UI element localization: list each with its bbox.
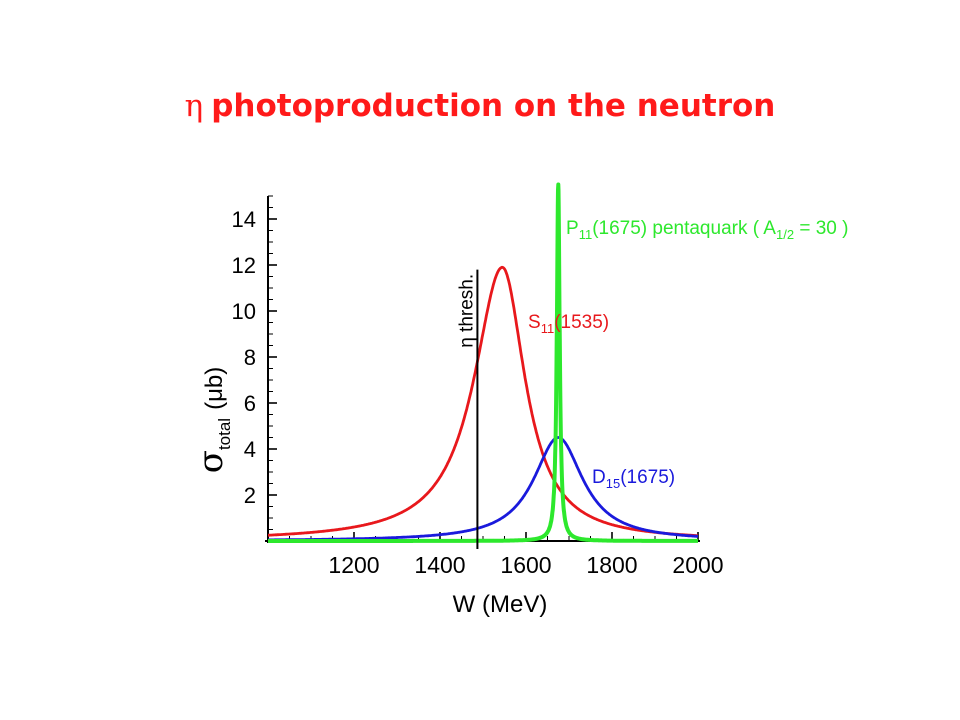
y-tick-label: 12 [232, 253, 256, 278]
series-label-s11: S11(1535) [528, 312, 609, 336]
slide-title-text: photoproduction on the neutron [211, 88, 776, 124]
y-axis-subscript: total [215, 418, 234, 450]
y-tick-label: 6 [244, 391, 256, 416]
y-tick-label: 8 [244, 345, 256, 370]
threshold-label: η thresh. [456, 274, 477, 348]
x-tick-label: 1200 [328, 552, 379, 578]
y-axis-symbol: σ [191, 450, 231, 473]
x-tick-label: 1800 [586, 552, 637, 578]
y-tick-label: 2 [244, 483, 256, 508]
slide-title: η photoproduction on the neutron [0, 88, 960, 124]
axes [265, 195, 700, 543]
svg-text:σtotal(μb): σtotal (μb) [191, 367, 234, 474]
x-ticks: 1200 1400 1600 1800 2000 [328, 552, 723, 578]
x-tick-label: 1400 [414, 552, 465, 578]
x-tick-label: 1600 [500, 552, 551, 578]
y-axis-label: σtotal (μb) [191, 367, 234, 474]
x-tick-label: 2000 [672, 552, 723, 578]
x-axis-label: W (MeV) [453, 591, 548, 618]
y-ticks: 2 4 6 8 10 12 14 [232, 207, 256, 508]
series-curve-s11 [267, 265, 699, 537]
series-curve-d15 [267, 436, 699, 542]
y-tick-label: 14 [232, 207, 256, 232]
series-curve-p11 [266, 182, 700, 543]
series-label-d15: D15(1675) [592, 467, 675, 491]
y-tick-label: 10 [232, 299, 256, 324]
series-label-p11: P11(1675) pentaquark ( A1/2 = 30 ) [566, 218, 848, 242]
eta-symbol: η [184, 88, 204, 124]
threshold-group: η thresh. [456, 269, 479, 549]
y-tick-label: 4 [244, 437, 256, 462]
curves [266, 182, 700, 543]
y-axis-unit: (μb) [201, 367, 228, 410]
